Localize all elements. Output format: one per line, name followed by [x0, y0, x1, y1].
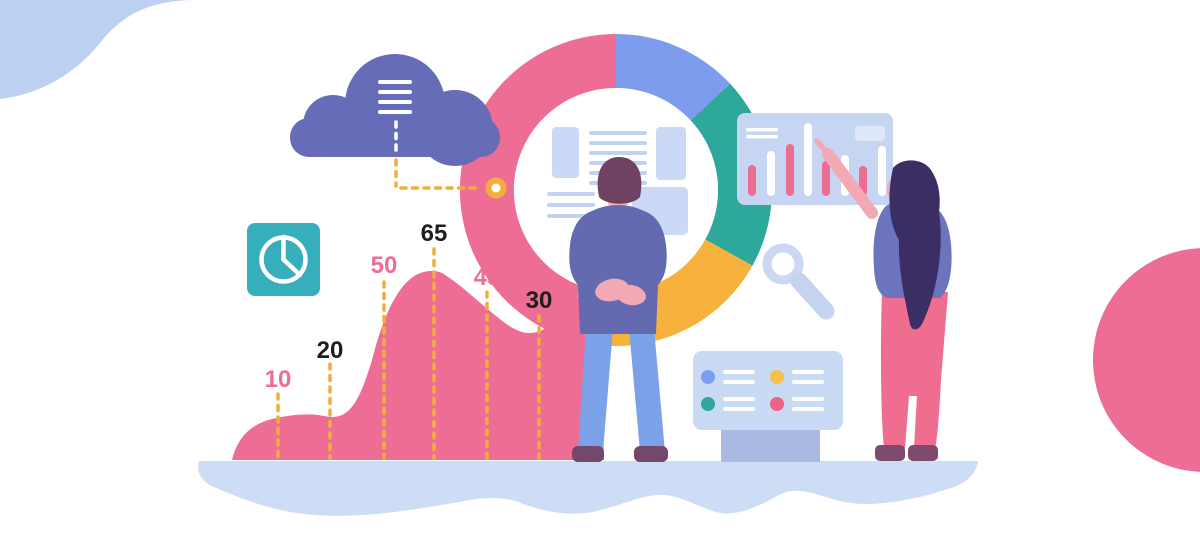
- dotted-leader-lines: [276, 247, 541, 460]
- cloud-text-lines: [378, 80, 412, 114]
- pie-chart-badge: [247, 223, 320, 296]
- pink-circle-decoration: [1093, 248, 1200, 472]
- whiteboard-chart: [737, 113, 893, 205]
- man-leg: [578, 328, 613, 452]
- corner-cloud-shape: [0, 0, 190, 99]
- woman-pointing-arm: [822, 148, 878, 219]
- magnifier-icon: [762, 243, 835, 320]
- document-card: [656, 127, 686, 180]
- area-label-5: 45: [474, 264, 501, 291]
- monitor: [693, 351, 843, 462]
- whiteboard-legend-box: [855, 126, 885, 141]
- pie-chart-icon: [259, 234, 308, 284]
- list-dot-yellow: [770, 370, 784, 384]
- connector-target-icon: [485, 177, 507, 199]
- whiteboard-bar: [822, 161, 830, 196]
- area-chart: 10 20 50 65 45 30: [232, 220, 604, 460]
- man-leg: [629, 328, 665, 452]
- man-torso: [569, 205, 667, 334]
- whiteboard-bar: [786, 144, 794, 196]
- woman-shoe: [908, 445, 938, 461]
- area-value-labels: 10 20 50 65 45 30: [265, 220, 553, 393]
- monitor-screen: [693, 351, 843, 430]
- cloud-document: [290, 54, 507, 199]
- area-label-6: 30: [526, 287, 553, 314]
- man-figure: [569, 157, 668, 462]
- area-label-2: 20: [317, 337, 344, 364]
- man-hair: [597, 157, 642, 204]
- ground-wave: [198, 461, 978, 516]
- list-dot-blue: [701, 370, 715, 384]
- list-dot-teal: [701, 397, 715, 411]
- area-label-4: 65: [421, 220, 448, 247]
- woman-hair: [889, 160, 941, 330]
- whiteboard-bar: [748, 165, 756, 196]
- area-label-3: 50: [371, 252, 398, 279]
- list-dot-pink: [770, 397, 784, 411]
- woman-pointing-finger: [814, 138, 831, 157]
- monitor-list: [701, 370, 824, 411]
- woman-pants: [880, 292, 948, 448]
- list-text-lines: [723, 370, 824, 411]
- man-hands: [595, 278, 646, 306]
- whiteboard-bar: [804, 123, 812, 196]
- document-card: [552, 127, 579, 178]
- man-shoe: [634, 446, 668, 462]
- woman-figure: [814, 138, 952, 461]
- donut-segment-blue: [616, 34, 730, 121]
- cloud-connector-line: [394, 120, 481, 190]
- whiteboard-menu-lines: [746, 128, 778, 139]
- woman-shoe: [875, 445, 905, 461]
- man-shoe: [572, 446, 604, 462]
- area-curve: [232, 270, 604, 460]
- whiteboard-bar: [878, 146, 886, 196]
- whiteboard-bar: [767, 151, 775, 196]
- area-label-1: 10: [265, 366, 292, 393]
- donut-segment-pink: [459, 33, 616, 337]
